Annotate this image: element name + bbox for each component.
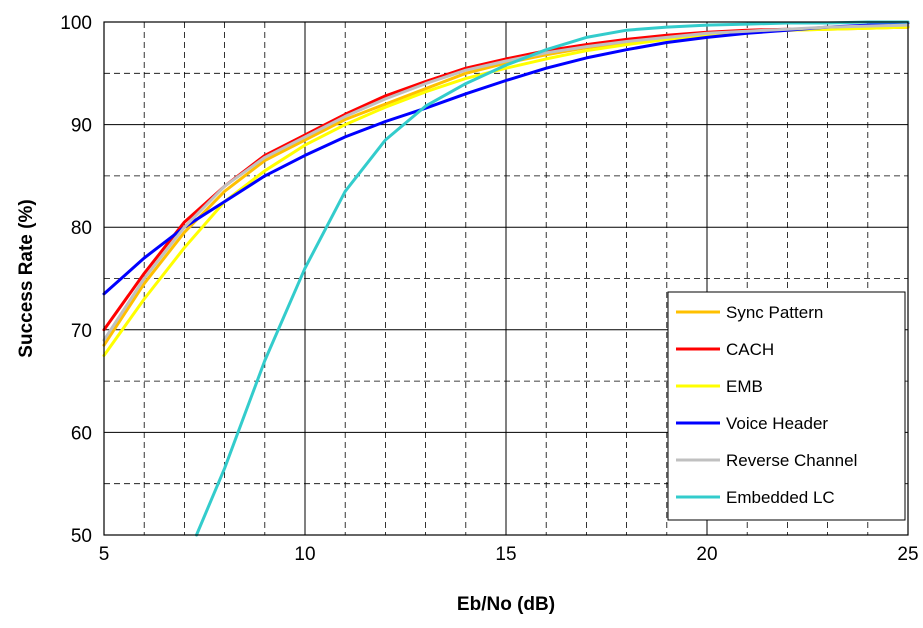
series-line-reverse-channel <box>102 23 910 342</box>
x-axis-title: Eb/No (dB) <box>457 594 555 615</box>
y-tick-label: 70 <box>71 321 92 342</box>
tick-labels: 5 10 15 20 25 50 60 70 80 90 100 <box>60 13 918 565</box>
legend-label-embedded-lc: Embedded LC <box>726 488 835 507</box>
series-line-embedded-lc <box>195 20 910 537</box>
y-tick-label: 90 <box>71 116 92 137</box>
x-tick-label: 10 <box>294 544 315 565</box>
legend-label-cach: CACH <box>726 340 774 359</box>
y-tick-label: 100 <box>60 13 92 34</box>
legend-label-sync-pattern: Sync Pattern <box>726 303 823 322</box>
y-tick-label: 60 <box>71 423 92 444</box>
legend-label-reverse-channel: Reverse Channel <box>726 451 857 470</box>
y-tick-label: 80 <box>71 218 92 239</box>
legend: Sync Pattern CACH EMB Voice Header Reverse C… <box>667 291 906 521</box>
y-tick-label: 50 <box>71 526 92 547</box>
legend-label-emb: EMB <box>726 377 763 396</box>
x-tick-label: 5 <box>99 544 110 565</box>
x-tick-label: 15 <box>495 544 516 565</box>
legend-label-voice-header: Voice Header <box>726 414 828 433</box>
series-lines <box>102 20 910 537</box>
y-axis-title: Success Rate (%) <box>16 199 37 357</box>
x-tick-label: 25 <box>897 544 918 565</box>
x-tick-label: 20 <box>696 544 717 565</box>
legend-box <box>667 291 906 521</box>
plot-frame <box>103 21 909 536</box>
